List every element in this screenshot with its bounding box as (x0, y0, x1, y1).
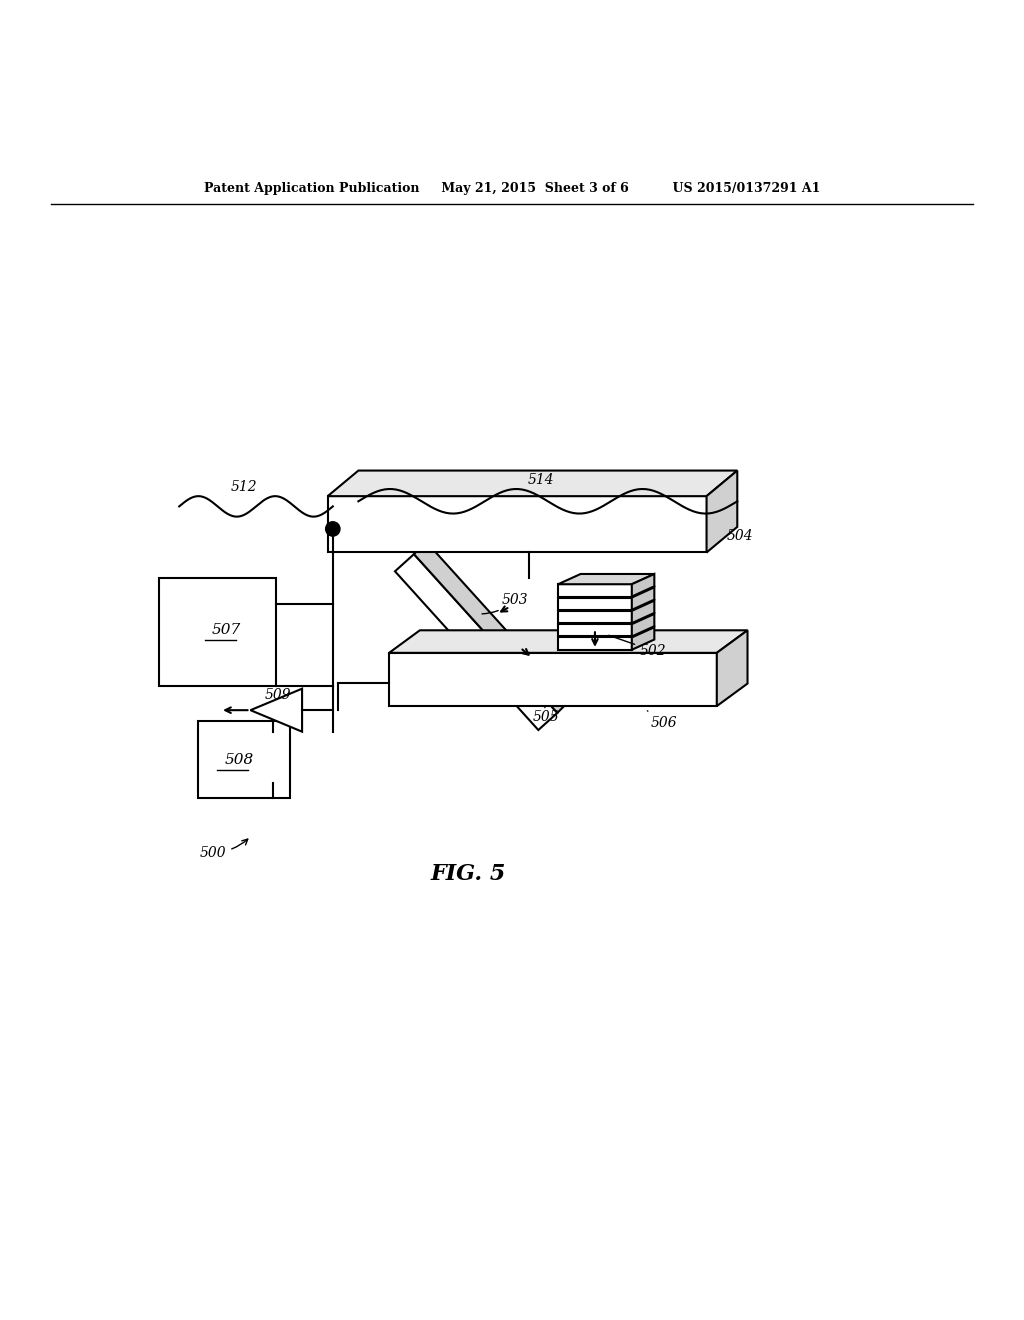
Text: 503: 503 (482, 593, 528, 614)
Text: 504: 504 (727, 529, 754, 544)
FancyBboxPatch shape (159, 578, 276, 685)
Polygon shape (328, 496, 707, 553)
Polygon shape (707, 470, 737, 553)
Text: 509: 509 (264, 688, 291, 702)
Text: 505: 505 (532, 706, 559, 725)
Text: 514: 514 (527, 473, 554, 487)
Polygon shape (558, 638, 632, 649)
Text: 512: 512 (230, 480, 257, 494)
Text: 502: 502 (609, 635, 667, 657)
Text: FIG. 5: FIG. 5 (430, 863, 506, 886)
Text: 506: 506 (647, 710, 677, 730)
Polygon shape (389, 631, 748, 653)
Polygon shape (558, 611, 632, 623)
Polygon shape (558, 598, 632, 610)
Polygon shape (395, 554, 557, 730)
Text: 507: 507 (212, 623, 242, 638)
Polygon shape (389, 653, 717, 706)
Polygon shape (558, 585, 632, 597)
Polygon shape (717, 631, 748, 706)
Polygon shape (558, 624, 632, 636)
Polygon shape (414, 541, 569, 713)
Polygon shape (558, 574, 654, 585)
Circle shape (326, 521, 340, 536)
Polygon shape (632, 601, 654, 623)
Text: 508: 508 (224, 754, 254, 767)
Polygon shape (632, 574, 654, 597)
Polygon shape (251, 689, 302, 731)
Text: Patent Application Publication     May 21, 2015  Sheet 3 of 6          US 2015/0: Patent Application Publication May 21, 2… (204, 182, 820, 195)
Polygon shape (632, 627, 654, 649)
Text: 500: 500 (200, 840, 248, 859)
Polygon shape (328, 470, 737, 496)
FancyBboxPatch shape (198, 722, 290, 799)
Polygon shape (632, 614, 654, 636)
Polygon shape (632, 587, 654, 610)
